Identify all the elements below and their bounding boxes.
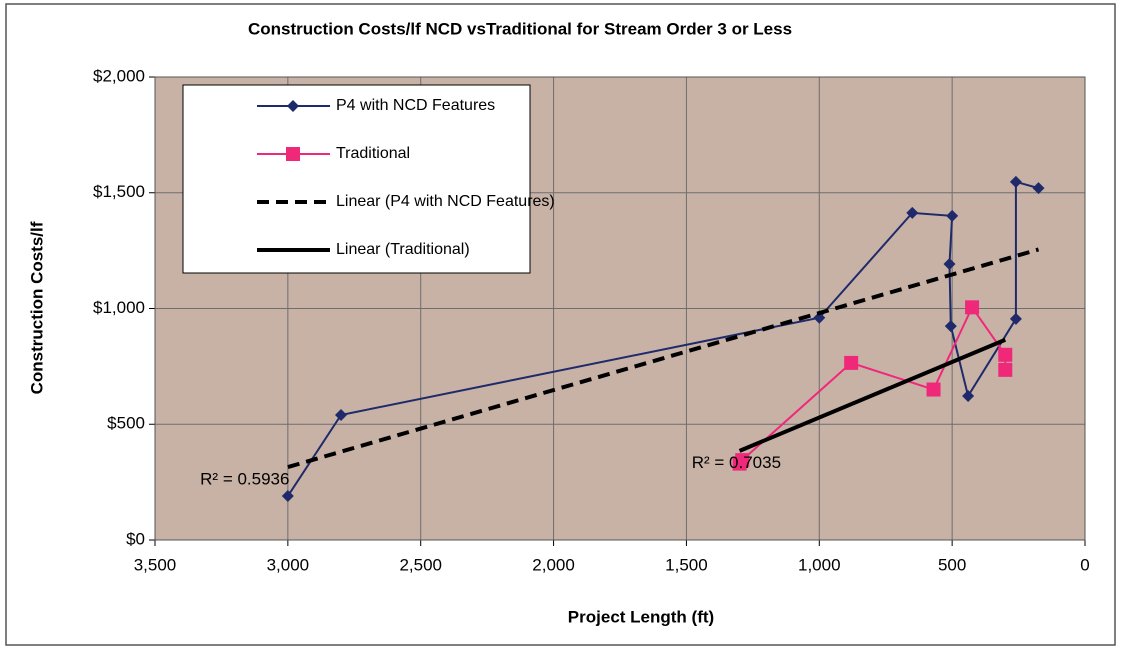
- square-marker: [926, 382, 941, 397]
- legend: P4 with NCD Features Traditional Linear (P…: [182, 84, 555, 274]
- series-line: [738, 337, 1007, 453]
- marks: [281, 175, 1045, 503]
- y-tick-label: $1,500: [93, 182, 145, 201]
- x-tick-label: 0: [1080, 555, 1089, 574]
- annotation: R² = 0.5936: [200, 469, 289, 488]
- diamond-marker: [335, 408, 347, 421]
- square-marker: [735, 453, 750, 468]
- diamond-marker: [1009, 312, 1022, 325]
- y-tick-label: $2,000: [93, 66, 145, 85]
- diamond-marker: [281, 490, 294, 503]
- square-marker: [286, 147, 300, 161]
- diamond-marker: [944, 320, 957, 333]
- diamond-marker: [287, 100, 299, 112]
- y-tick-label: $1,000: [93, 298, 145, 317]
- x-tick-label: 2,000: [532, 555, 575, 574]
- annotation: R² = 0.7035: [692, 453, 781, 472]
- series-line: [287, 247, 1040, 469]
- x-axis-label: Project Length (ft): [568, 607, 714, 626]
- chart-title: Construction Costs/lf NCD vsTraditional …: [248, 19, 792, 38]
- legend-label: Linear (P4 with NCD Features): [336, 193, 555, 210]
- y-tick-label: $500: [107, 414, 145, 433]
- diamond-marker: [1032, 182, 1045, 195]
- x-tick-label: 500: [938, 555, 966, 574]
- diamond-marker: [943, 258, 956, 271]
- y-axis-label: Construction Costs/lf: [27, 221, 46, 394]
- x-tick-label: 1,500: [665, 555, 708, 574]
- diamond-marker: [962, 390, 975, 403]
- y-tick-label: $0: [126, 529, 145, 548]
- x-tick-label: 2,500: [399, 555, 442, 574]
- diamond-marker: [1009, 175, 1022, 188]
- legend-box: [182, 84, 531, 274]
- square-marker: [998, 362, 1013, 377]
- x-tick-label: 3,500: [134, 555, 177, 574]
- diamond-marker: [813, 311, 826, 324]
- diamond-marker: [946, 209, 959, 222]
- legend-label: Linear (Traditional): [336, 241, 470, 258]
- square-marker: [965, 300, 980, 315]
- x-tick-label: 1,000: [798, 555, 841, 574]
- diamond-marker: [906, 206, 919, 219]
- square-marker: [998, 347, 1013, 362]
- plot-border: [154, 76, 1086, 541]
- legend-label: P4 with NCD Features: [336, 97, 495, 114]
- legend-label: Traditional: [336, 145, 410, 162]
- square-marker: [844, 355, 859, 370]
- x-tick-label: 3,000: [267, 555, 310, 574]
